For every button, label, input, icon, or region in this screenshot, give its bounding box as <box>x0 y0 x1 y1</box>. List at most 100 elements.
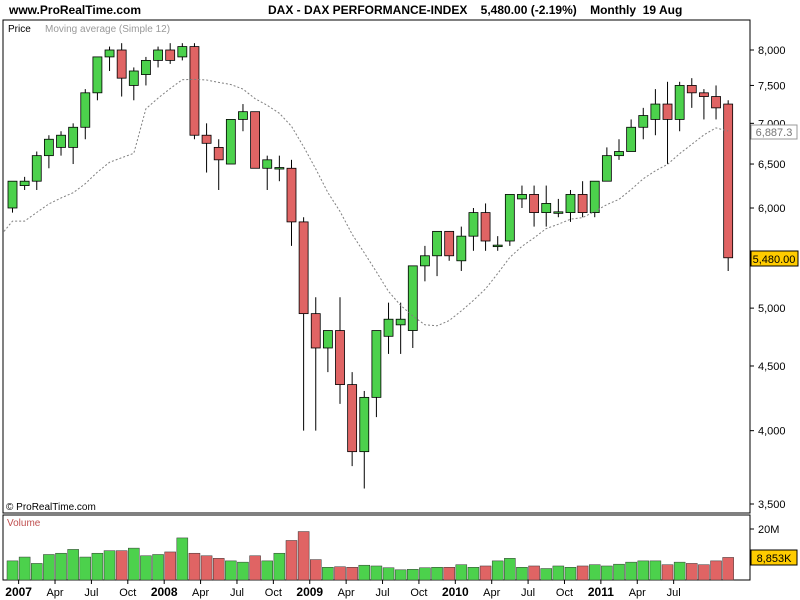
volume-bar <box>103 550 116 581</box>
volume-bar <box>661 564 674 581</box>
time-axis: 2007 Apr Jul Oct 2008 Apr Jul Oct 2009 Apr Jul Oct 2… <box>5 580 681 599</box>
candle <box>298 217 309 431</box>
volume-bar <box>649 560 662 581</box>
candle-body <box>468 212 479 237</box>
volume-bar <box>334 566 346 581</box>
candle-body <box>262 159 273 169</box>
volume-bar <box>491 560 504 581</box>
copyright-label: © ProRealTime.com <box>6 502 96 513</box>
volume-bar <box>540 568 552 581</box>
candle <box>274 155 285 182</box>
candle <box>250 111 261 169</box>
volume-bar <box>552 565 565 581</box>
volume-bar <box>455 564 468 581</box>
candle-body <box>456 235 467 262</box>
candle-body <box>650 103 661 120</box>
candle-body <box>589 180 600 213</box>
volume-bar <box>564 567 577 581</box>
candle <box>165 43 176 64</box>
candle-body <box>407 265 418 331</box>
candle-body <box>565 194 576 213</box>
candle <box>286 159 297 246</box>
candle <box>456 226 467 271</box>
candle <box>19 176 30 190</box>
time-tick-label: 2008 <box>151 585 178 599</box>
volume-bar <box>370 565 383 581</box>
price-tick-label: 4,500 <box>758 361 786 373</box>
last-price-box <box>750 250 799 267</box>
chart-header: www.ProRealTime.com DAX - DAX PERFORMANC… <box>0 0 800 20</box>
volume-bar <box>115 550 128 581</box>
volume-bar <box>322 567 334 581</box>
last-volume-label: 8,853K <box>757 553 793 565</box>
candle <box>177 43 188 61</box>
candle-body <box>432 230 442 257</box>
volume-bar <box>637 560 650 581</box>
candle-body <box>128 70 139 86</box>
volume-bar <box>176 537 189 581</box>
ma-value-box <box>750 124 798 140</box>
volume-bar <box>225 560 237 581</box>
volume-bar <box>18 556 31 581</box>
time-tick-label: Jul <box>521 587 535 599</box>
volume-bar <box>698 564 710 581</box>
candle <box>577 181 588 218</box>
price-panel-label: Price <box>8 24 31 35</box>
candle <box>699 89 709 120</box>
price-tick-label: 3,500 <box>758 499 786 511</box>
candle-body <box>250 111 261 169</box>
candle-body <box>517 194 527 200</box>
candle-body <box>68 126 79 148</box>
candle-body <box>92 56 103 94</box>
volume-panel-label: Volume <box>7 518 41 529</box>
candle-body <box>238 111 248 120</box>
candle-body <box>480 212 491 242</box>
candle <box>674 81 685 132</box>
price-tick-label: 4,000 <box>758 426 786 438</box>
candle-body <box>371 330 382 398</box>
volume-bar <box>613 563 625 581</box>
candle <box>468 207 479 251</box>
candle <box>420 245 430 282</box>
candle-body <box>711 96 721 109</box>
volume-bar <box>710 560 722 581</box>
candle <box>359 390 370 489</box>
time-tick-label: Oct <box>265 587 282 599</box>
volume-bar <box>140 555 152 581</box>
volume-bar <box>419 567 431 581</box>
candle-body <box>335 330 345 385</box>
candle-body <box>577 194 588 213</box>
price-tick-label: 6,500 <box>758 159 786 171</box>
candle-body <box>116 49 127 79</box>
candle-body <box>7 180 18 209</box>
candle <box>407 265 418 348</box>
candle <box>43 135 54 169</box>
candle <box>189 43 200 140</box>
volume-bar <box>479 565 492 581</box>
time-tick-label: Apr <box>46 587 63 599</box>
candle <box>650 89 661 136</box>
candle <box>614 139 624 160</box>
indicator-label: Moving average (Simple 12) <box>45 24 170 35</box>
volume-bar <box>576 565 589 581</box>
candle <box>444 230 455 261</box>
time-tick-label: Apr <box>338 587 355 599</box>
candle-body <box>444 230 455 257</box>
volume-bar <box>382 567 395 581</box>
volume-bar <box>164 551 176 581</box>
candle-body <box>492 244 503 248</box>
volume-bar <box>346 567 358 581</box>
candle <box>529 185 539 227</box>
candle-body <box>201 134 212 144</box>
time-tick-label: Jul <box>375 587 389 599</box>
site-name[interactable]: www.ProRealTime.com <box>9 3 142 17</box>
candle-body <box>274 167 285 170</box>
time-tick-label: Apr <box>483 587 500 599</box>
volume-bar <box>67 549 79 581</box>
volume-bar <box>516 567 528 581</box>
candle <box>116 43 127 97</box>
candle <box>553 198 564 218</box>
candle-body <box>286 167 297 223</box>
candle-body <box>614 151 624 157</box>
